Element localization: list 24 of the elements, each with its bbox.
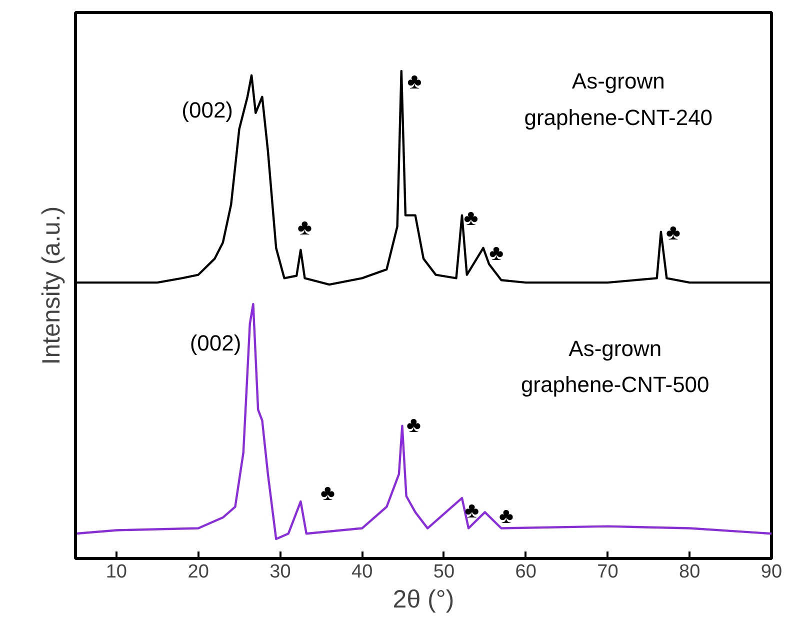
annotation: ♣ — [464, 497, 480, 522]
annotation: As-grown graphene-CNT-240 — [524, 68, 713, 130]
annotation: As-grown graphene-CNT-500 — [520, 336, 710, 398]
x-tick-label: 80 — [679, 562, 700, 582]
x-tick-label: 20 — [188, 562, 209, 582]
annotation: ♣ — [498, 503, 514, 528]
y-axis-title: Intensity (a.u.) — [38, 206, 66, 365]
x-tick-label: 40 — [352, 562, 373, 582]
x-axis-title: 2θ (°) — [392, 586, 454, 614]
annotation: ♣ — [320, 480, 335, 506]
annotation: ♣ — [489, 240, 504, 265]
x-tick-label: 10 — [106, 562, 128, 582]
annotation: ♣ — [298, 214, 312, 240]
x-tick-label: 50 — [433, 562, 455, 582]
annotation: ♣ — [406, 412, 421, 437]
x-tick-label: 90 — [760, 562, 782, 582]
x-tick-label: 70 — [597, 562, 618, 582]
x-tick-label: 60 — [515, 562, 536, 582]
annotation: (002) — [182, 98, 234, 122]
annotation: ♣ — [407, 68, 422, 94]
x-tick-label: 30 — [270, 562, 291, 582]
annotation: ♣ — [666, 219, 680, 244]
annotation: (002) — [190, 330, 242, 356]
annotation: ♣ — [464, 204, 478, 230]
